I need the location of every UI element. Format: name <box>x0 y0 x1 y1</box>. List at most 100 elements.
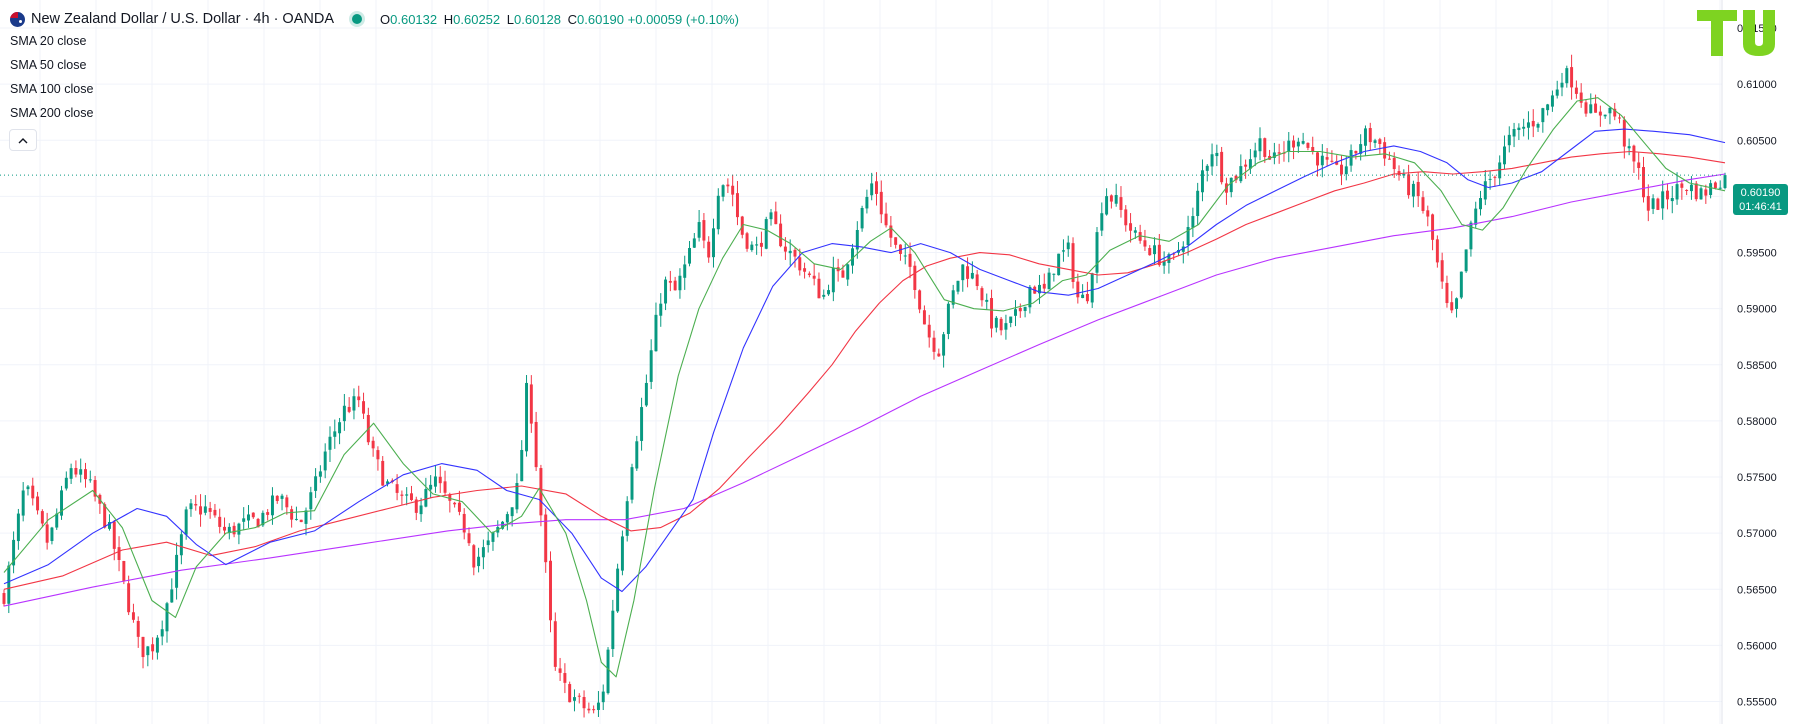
candle-body <box>117 547 121 561</box>
candle-body <box>199 506 203 515</box>
candle-body <box>448 494 452 501</box>
candle-body <box>683 264 687 278</box>
candle-body <box>884 213 888 226</box>
ohlc-high-value: 0.60252 <box>453 11 501 27</box>
candle-body <box>16 513 20 542</box>
ohlc-open-value: 0.60132 <box>390 11 438 27</box>
candle-body <box>141 636 145 658</box>
candle-body <box>457 502 461 512</box>
indicator-sma-50[interactable]: SMA 50 close <box>10 58 86 72</box>
candle-body <box>1598 111 1602 116</box>
indicator-label: SMA <box>10 34 37 48</box>
candle-body <box>1335 161 1339 165</box>
candle-body <box>251 512 255 518</box>
candle-body <box>1642 167 1645 198</box>
candle-body <box>1546 104 1550 111</box>
candle-body <box>84 469 87 480</box>
candle-body <box>942 334 946 356</box>
candle-body <box>1119 197 1123 210</box>
candle-body <box>831 267 835 293</box>
candle-body <box>961 264 965 281</box>
candle-body <box>189 503 193 510</box>
candle-body <box>1699 188 1703 200</box>
collapse-indicators-button[interactable] <box>9 129 37 151</box>
nzd-usd-flag-icon <box>10 11 25 27</box>
candle-body <box>347 406 351 412</box>
y-tick-label: 0.55500 <box>1737 697 1777 709</box>
candle-body <box>103 504 107 528</box>
candle-body <box>894 237 898 245</box>
symbol-title[interactable]: New Zealand Dollar / U.S. Dollar · 4h · … <box>31 11 334 27</box>
candle-body <box>1368 128 1372 143</box>
candle-body <box>1229 177 1233 193</box>
candle-body <box>170 589 174 603</box>
y-tick-label: 0.56000 <box>1737 640 1777 652</box>
candle-body <box>592 709 596 711</box>
candle-body <box>453 502 457 505</box>
candle-body <box>107 522 111 529</box>
candle-body <box>707 241 711 258</box>
candle-body <box>807 273 811 276</box>
candle-body <box>1627 146 1631 149</box>
candle-body <box>376 450 380 460</box>
candle-body <box>131 612 135 620</box>
candle-body <box>1311 147 1315 152</box>
candle-body <box>323 451 327 471</box>
candle-body <box>1689 184 1693 192</box>
candle-body <box>956 280 960 292</box>
candle-body <box>409 493 413 500</box>
candle-body <box>697 222 701 238</box>
brand-logo <box>1697 10 1785 56</box>
candle-body <box>1483 181 1487 200</box>
indicator-sma-100[interactable]: SMA 100 close <box>10 82 93 96</box>
candle-body <box>160 629 164 637</box>
indicator-sma-20[interactable]: SMA 20 close <box>10 34 86 48</box>
logo-icon <box>1697 10 1775 56</box>
candle-body <box>1411 183 1415 197</box>
candle-body <box>1670 198 1674 202</box>
candle-body <box>1148 248 1152 256</box>
candle-body <box>1536 124 1540 128</box>
candle-body <box>481 547 485 558</box>
candle-body <box>798 257 802 271</box>
candle-body <box>424 489 428 507</box>
candle-body <box>525 382 529 452</box>
candle-body <box>1560 82 1564 88</box>
candle-body <box>1613 108 1617 117</box>
candle-body <box>1287 140 1291 152</box>
candle-body <box>769 212 773 220</box>
candle-body <box>1105 196 1109 215</box>
candle-body <box>371 440 375 449</box>
candle-body <box>1455 298 1459 309</box>
candle-body <box>314 476 318 491</box>
market-open-status-icon[interactable] <box>352 14 362 24</box>
indicator-sma-200[interactable]: SMA 200 close <box>10 106 93 120</box>
candle-body <box>1651 198 1655 209</box>
candle-body <box>386 481 389 484</box>
candle-body <box>31 485 35 499</box>
candle-body <box>74 467 78 475</box>
candle-body <box>381 460 385 486</box>
candle-body <box>12 539 16 566</box>
sma-200-line <box>3 173 1726 607</box>
candle-body <box>1431 214 1435 240</box>
candle-body <box>510 507 514 517</box>
candle-body <box>745 233 749 249</box>
indicator-label: SMA <box>10 82 37 96</box>
candle-body <box>587 708 591 711</box>
candle-body <box>1100 213 1104 231</box>
candle-body <box>1517 127 1521 131</box>
candle-body <box>1344 166 1348 175</box>
candle-body <box>218 516 222 527</box>
candle-body <box>999 318 1003 331</box>
candle-body <box>654 314 658 352</box>
candle-body <box>779 223 783 247</box>
candle-body <box>673 280 677 291</box>
candle-body <box>1320 155 1324 166</box>
current-price: 0.60190 <box>1740 187 1781 199</box>
candle-body <box>299 519 303 523</box>
candle-body <box>750 244 754 251</box>
candle-body <box>1052 273 1056 275</box>
